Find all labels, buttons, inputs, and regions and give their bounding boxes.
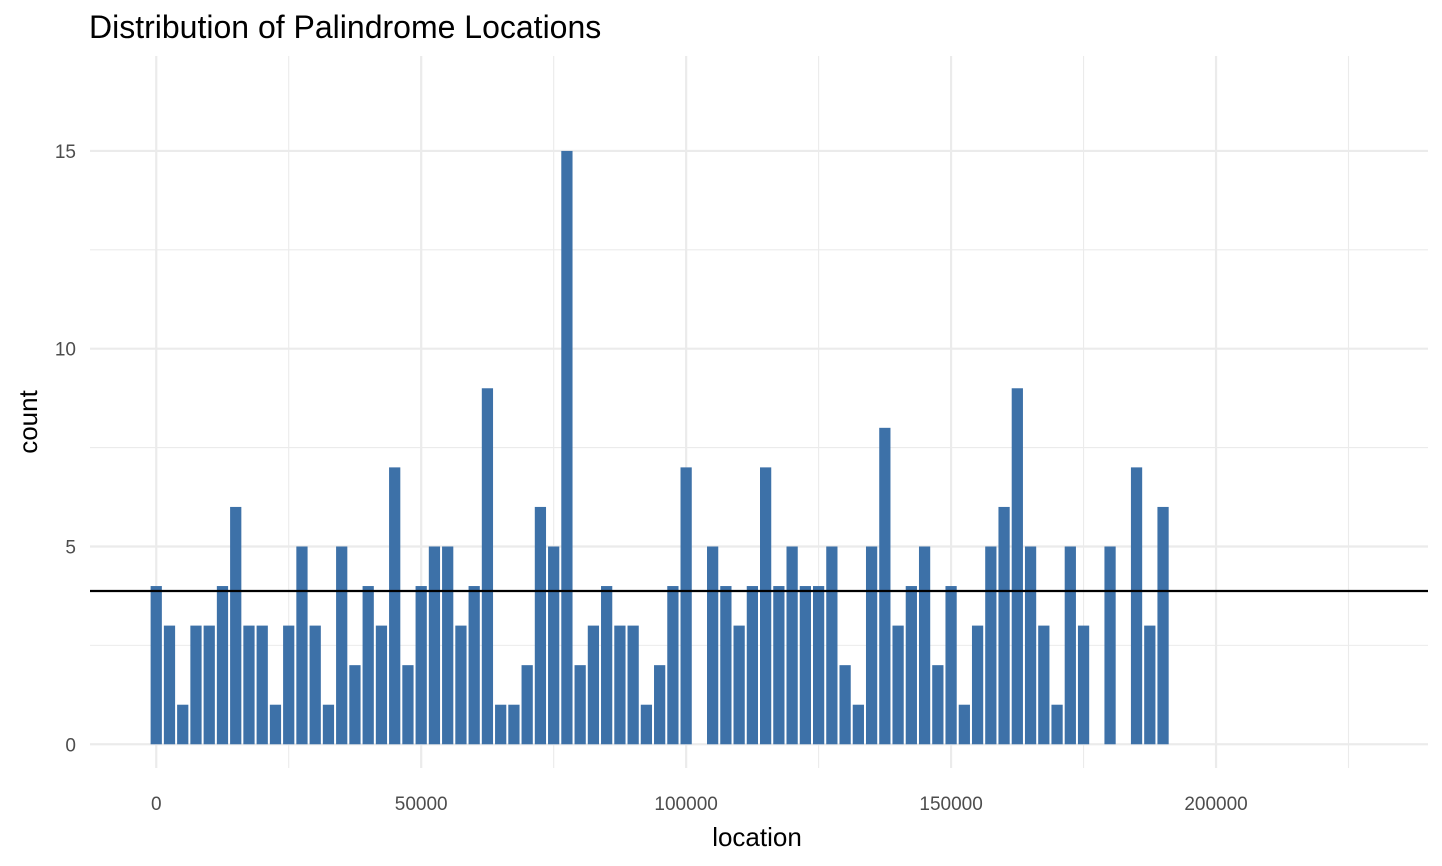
- bar: [216, 586, 229, 745]
- bar: [561, 150, 573, 745]
- bar: [720, 586, 732, 745]
- bar: [733, 625, 745, 745]
- bar: [428, 546, 441, 745]
- bar: [971, 625, 984, 745]
- bar: [163, 625, 176, 745]
- bars: [150, 150, 1169, 745]
- bar: [945, 586, 957, 745]
- bar: [640, 704, 653, 745]
- bar: [892, 625, 904, 745]
- bar: [918, 546, 931, 745]
- bar: [455, 625, 467, 745]
- bar: [177, 704, 189, 745]
- bar: [667, 586, 679, 745]
- bar: [614, 625, 626, 745]
- bar: [627, 625, 639, 745]
- bar: [508, 704, 520, 745]
- bar: [773, 586, 785, 745]
- bar: [309, 625, 321, 745]
- bar: [1130, 467, 1143, 745]
- bar: [362, 586, 374, 745]
- bar: [587, 625, 600, 745]
- bar: [865, 546, 878, 745]
- y-tick-label: 0: [65, 735, 76, 756]
- y-axis-title: count: [13, 389, 43, 453]
- chart-title: Distribution of Palindrome Locations: [89, 9, 601, 45]
- bar: [1104, 546, 1116, 745]
- bar: [1157, 506, 1169, 745]
- bar: [468, 586, 480, 745]
- x-tick-label: 150000: [919, 794, 982, 815]
- bar: [256, 625, 268, 745]
- bar: [654, 665, 666, 745]
- y-tick-label: 15: [55, 142, 76, 163]
- y-tick-label: 10: [55, 340, 76, 361]
- bar: [998, 506, 1010, 745]
- bar: [839, 665, 851, 745]
- bar: [1051, 704, 1063, 745]
- bar: [760, 467, 772, 745]
- x-tick-label: 50000: [395, 794, 448, 815]
- bar: [402, 665, 414, 745]
- bar: [985, 546, 997, 745]
- bar: [442, 546, 454, 745]
- bar: [1024, 546, 1037, 745]
- bar: [389, 467, 401, 745]
- bar: [1011, 388, 1023, 745]
- bar: [203, 625, 215, 745]
- bar: [786, 546, 798, 745]
- bar: [283, 625, 295, 745]
- bar: [1077, 625, 1090, 745]
- x-axis-title: location: [712, 822, 802, 852]
- bar: [932, 665, 944, 745]
- bar: [230, 506, 242, 745]
- bar: [375, 625, 388, 745]
- x-axis-ticks: 0 50000 100000 150000 200000: [151, 794, 1248, 815]
- bar: [322, 704, 335, 745]
- bar: [296, 546, 308, 745]
- bar: [852, 704, 864, 745]
- bar: [905, 586, 917, 745]
- bar: [1144, 625, 1156, 745]
- bar: [495, 704, 507, 745]
- bar: [707, 546, 719, 745]
- x-tick-label: 100000: [654, 794, 717, 815]
- bar: [680, 467, 692, 745]
- bar: [879, 427, 891, 745]
- bar: [799, 586, 811, 745]
- bar: [958, 704, 970, 745]
- bar: [548, 546, 560, 745]
- bar: [243, 625, 255, 745]
- x-tick-label: 0: [151, 794, 162, 815]
- bar: [415, 586, 427, 745]
- bar: [746, 586, 758, 745]
- bar: [481, 388, 494, 745]
- bar: [150, 586, 162, 745]
- x-tick-label: 200000: [1184, 794, 1247, 815]
- bar: [826, 546, 838, 745]
- bar: [534, 506, 547, 745]
- bar: [349, 665, 361, 745]
- y-axis-ticks: 0 5 10 15: [55, 142, 76, 756]
- bar: [269, 704, 282, 745]
- bar: [521, 665, 533, 745]
- bar: [336, 546, 348, 745]
- bar: [1038, 625, 1050, 745]
- y-tick-label: 5: [65, 537, 76, 558]
- bar: [1064, 546, 1076, 745]
- bar: [190, 625, 202, 745]
- bar: [574, 665, 586, 745]
- bar: [812, 586, 825, 745]
- bar: [601, 586, 613, 745]
